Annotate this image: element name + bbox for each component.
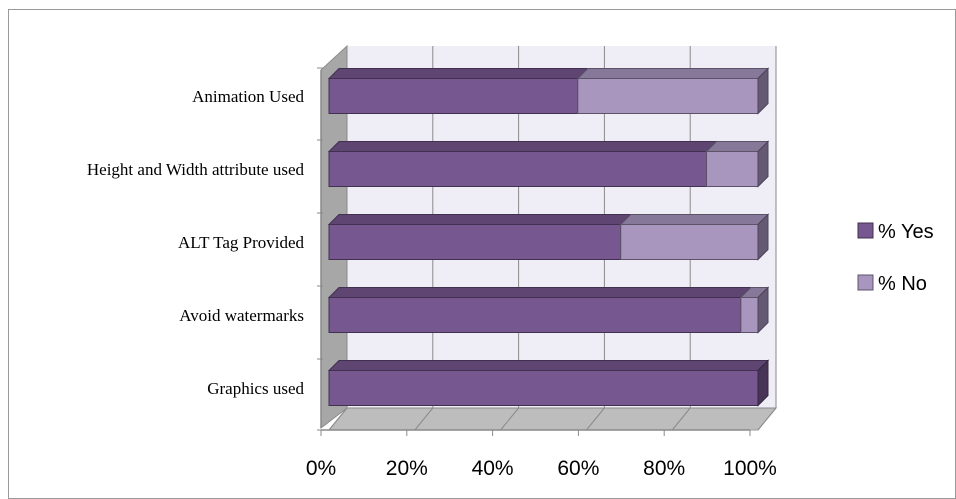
category-label: Height and Width attribute used xyxy=(87,160,305,179)
gridline-floor xyxy=(328,407,348,431)
floor xyxy=(327,407,778,431)
bar-top xyxy=(619,214,770,225)
gridline-floor xyxy=(671,407,691,431)
bar-top xyxy=(327,141,718,152)
legend: % Yes % No xyxy=(857,221,934,295)
bar-end xyxy=(757,359,769,407)
x-tick-label: 40% xyxy=(472,457,514,480)
labels: Animation Used Height and Width attribute… xyxy=(87,87,777,480)
gridline-floor xyxy=(586,407,605,431)
legend-swatch xyxy=(857,274,874,291)
bar-no xyxy=(577,78,759,114)
bars xyxy=(327,67,770,407)
category-label: Avoid watermarks xyxy=(179,306,304,325)
x-tick-label: 60% xyxy=(557,457,599,480)
bar-top xyxy=(576,68,770,79)
legend-swatch xyxy=(857,222,874,239)
bar-yes xyxy=(328,78,579,114)
bar-end xyxy=(757,67,769,115)
category-label: Graphics used xyxy=(207,379,304,398)
category-label: ALT Tag Provided xyxy=(178,233,304,252)
bar-end xyxy=(757,286,769,334)
bar-no xyxy=(740,297,759,333)
x-tick-label: 0% xyxy=(306,457,336,480)
bar-yes xyxy=(328,224,622,260)
bar-end xyxy=(757,213,769,261)
bar-yes xyxy=(328,297,742,333)
x-tick-label: 100% xyxy=(723,457,777,480)
gridline-floor xyxy=(414,407,434,431)
bar-yes xyxy=(328,370,759,406)
gridline-floor xyxy=(500,407,519,431)
bar-yes xyxy=(328,151,708,187)
bar-top xyxy=(327,214,632,225)
legend-label: % No xyxy=(878,273,927,295)
legend-item: % Yes xyxy=(857,221,934,243)
bar-no xyxy=(620,224,759,260)
gridline-floor xyxy=(757,407,777,431)
bar-top xyxy=(327,68,590,79)
bar-top xyxy=(327,360,770,371)
bar-top xyxy=(327,287,753,298)
bar-end xyxy=(757,140,769,188)
axes xyxy=(317,67,751,436)
legend-item: % No xyxy=(857,273,927,295)
bar-top xyxy=(705,141,770,152)
category-label: Animation Used xyxy=(192,87,304,106)
x-tick-label: 80% xyxy=(643,457,685,480)
x-tick-label: 20% xyxy=(386,457,428,480)
bar-no xyxy=(706,151,759,187)
legend-label: % Yes xyxy=(878,221,934,243)
